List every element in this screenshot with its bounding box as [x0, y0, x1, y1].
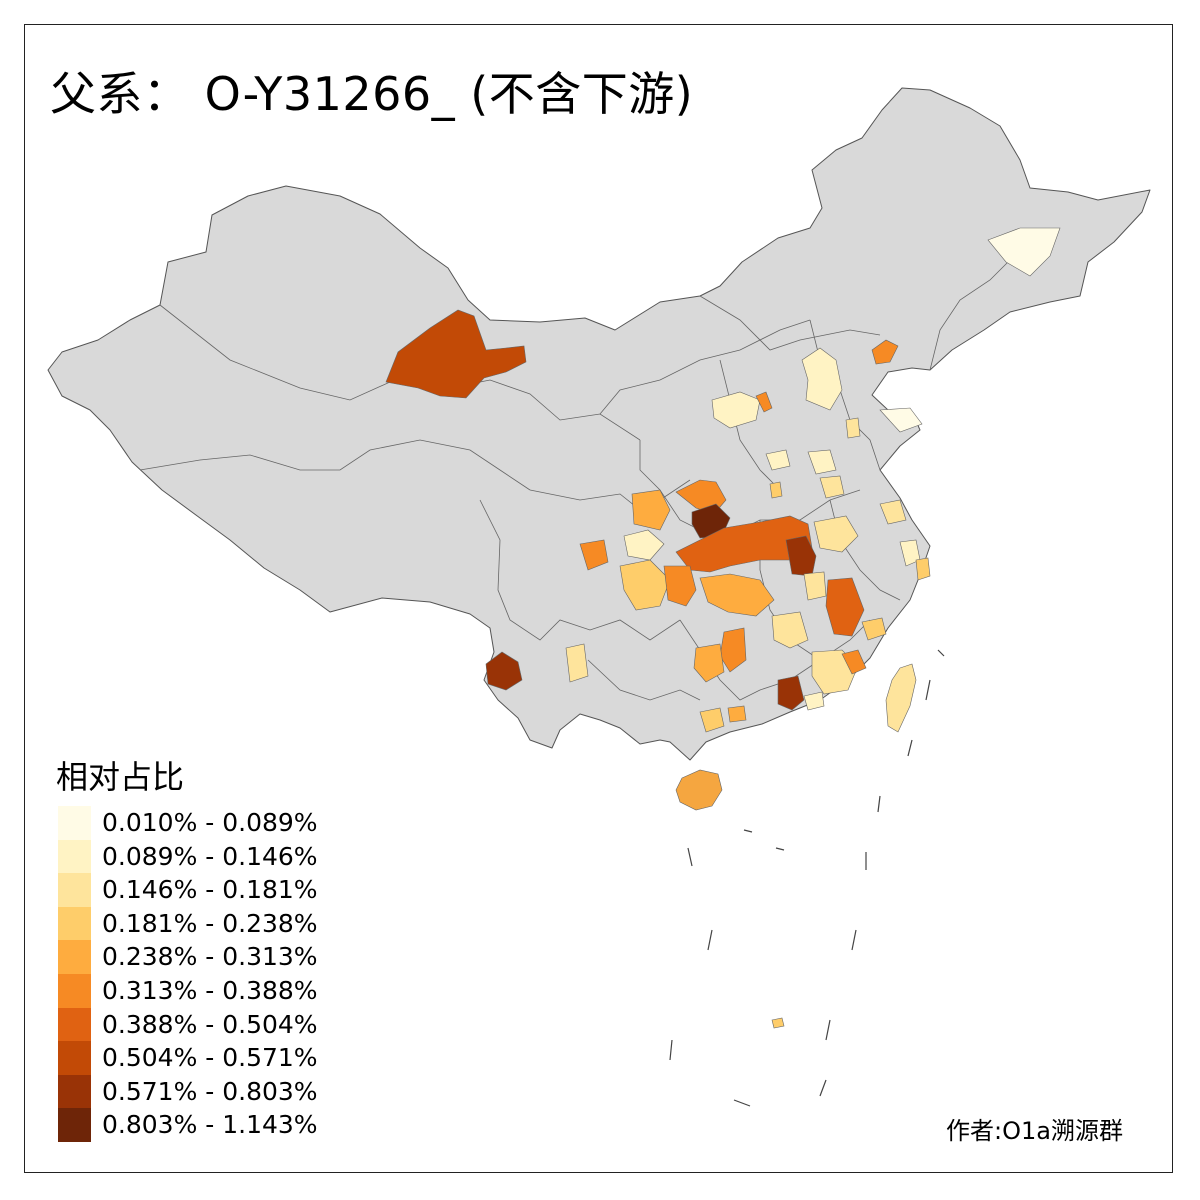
legend-label: 0.571% - 0.803% — [102, 1076, 318, 1106]
legend-item: 0.504% - 0.571% — [58, 1041, 318, 1075]
hainan-island — [675, 769, 723, 811]
map-title: 父系： O-Y31266_ (不含下游) — [50, 67, 694, 121]
legend-swatch — [58, 1074, 91, 1109]
legend-label: 0.803% - 1.143% — [102, 1110, 318, 1140]
legend-item: 0.089% - 0.146% — [58, 839, 318, 874]
legend-swatch — [58, 1041, 91, 1075]
legend-item: 0.146% - 0.181% — [58, 873, 318, 907]
legend-swatch — [58, 1007, 91, 1042]
legend-item: 0.181% - 0.238% — [58, 906, 318, 941]
legend-swatch — [58, 873, 91, 907]
china-landmass — [47, 87, 1151, 761]
legend-swatch — [58, 973, 91, 1008]
taiwan-island — [885, 663, 917, 733]
small-island-highlight — [771, 1017, 785, 1029]
legend-item: 0.313% - 0.388% — [58, 973, 318, 1008]
legend-swatch — [58, 940, 91, 974]
legend-item: 0.803% - 1.143% — [58, 1108, 318, 1142]
legend-item: 0.388% - 0.504% — [58, 1007, 318, 1042]
legend-swatch — [58, 839, 91, 874]
legend-label: 0.388% - 0.504% — [102, 1009, 318, 1039]
legend-label: 0.010% - 0.089% — [102, 808, 318, 837]
legend-label: 0.238% - 0.313% — [102, 942, 318, 972]
legend: 0.010% - 0.089% 0.089% - 0.146% 0.146% -… — [58, 806, 318, 1142]
legend-label: 0.181% - 0.238% — [102, 908, 318, 938]
legend-swatch — [58, 906, 91, 941]
legend-label: 0.313% - 0.388% — [102, 975, 318, 1005]
legend-swatch — [58, 1108, 91, 1142]
legend-item: 0.238% - 0.313% — [58, 940, 318, 974]
south-china-sea-dashes — [669, 649, 945, 1107]
legend-label: 0.146% - 0.181% — [102, 875, 318, 905]
highlighted-regions — [385, 227, 1061, 733]
legend-label: 0.504% - 0.571% — [102, 1043, 318, 1073]
legend-swatch — [58, 806, 91, 840]
legend-item: 0.571% - 0.803% — [58, 1074, 318, 1109]
legend-label: 0.089% - 0.146% — [102, 841, 318, 871]
legend-title: 相对占比 — [56, 758, 185, 796]
author-credit: 作者:O1a溯源群 — [946, 1117, 1123, 1145]
legend-item: 0.010% - 0.089% — [58, 806, 318, 840]
